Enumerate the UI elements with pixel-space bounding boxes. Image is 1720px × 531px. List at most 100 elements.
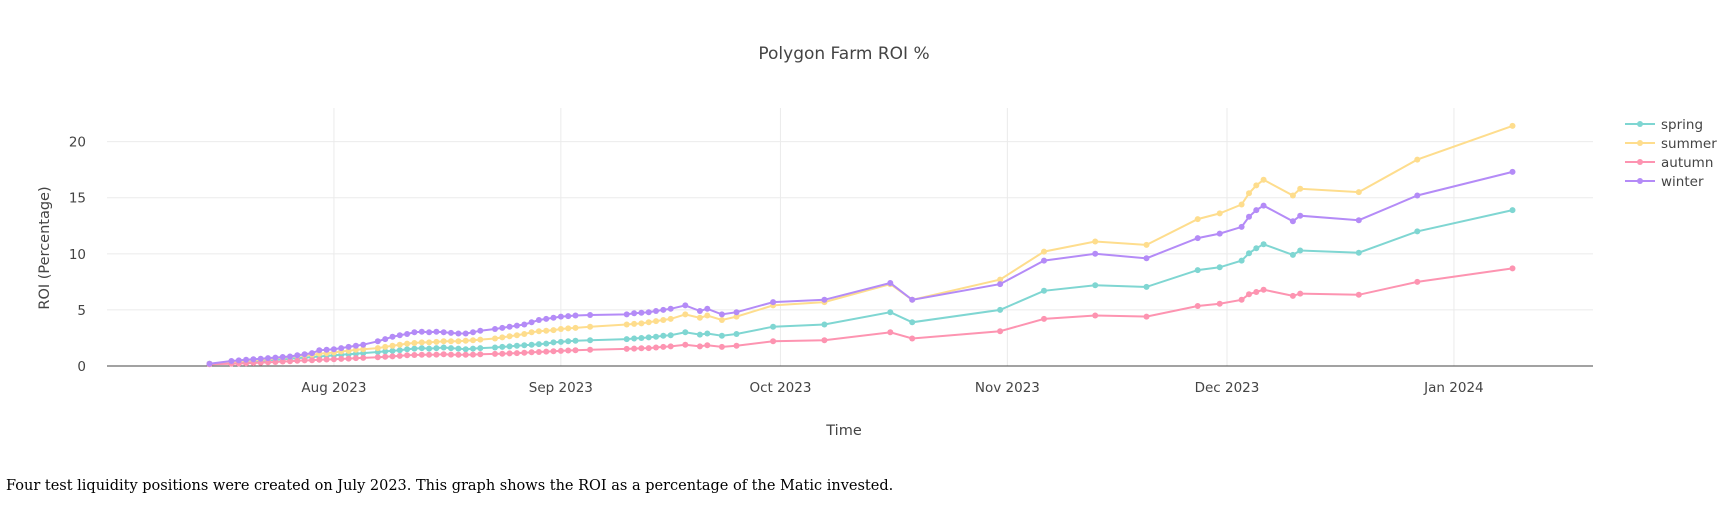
series-winter — [206, 168, 1516, 367]
data-point-autumn — [352, 355, 359, 362]
data-point-summer — [1238, 201, 1245, 208]
data-point-summer — [1289, 192, 1296, 199]
data-point-autumn — [294, 357, 301, 364]
legend-swatch-marker — [1637, 159, 1643, 165]
data-point-winter — [733, 309, 740, 316]
data-point-spring — [513, 342, 520, 349]
data-point-autumn — [733, 342, 740, 349]
caption: Four test liquidity positions were creat… — [6, 478, 894, 494]
x-tick-label: Aug 2023 — [301, 380, 366, 396]
data-point-summer — [440, 338, 447, 345]
data-point-winter — [557, 313, 564, 320]
data-point-winter — [338, 345, 345, 352]
data-point-autumn — [1509, 265, 1516, 272]
data-point-summer — [645, 319, 652, 326]
data-point-autumn — [323, 356, 330, 363]
data-point-autumn — [631, 345, 638, 352]
data-point-spring — [1253, 245, 1260, 252]
data-point-winter — [309, 350, 315, 357]
data-point-winter — [257, 355, 264, 362]
data-point-spring — [550, 339, 557, 346]
legend-item-winter[interactable]: winter — [1625, 174, 1704, 190]
data-point-winter — [455, 330, 462, 337]
data-point-autumn — [272, 359, 279, 365]
legend-item-summer[interactable]: summer — [1625, 136, 1717, 152]
data-point-winter — [1246, 213, 1252, 220]
data-point-autumn — [638, 345, 645, 352]
data-point-winter — [345, 343, 352, 350]
data-point-winter — [528, 319, 535, 326]
data-point-summer — [535, 328, 542, 335]
data-point-autumn — [667, 343, 674, 350]
data-point-spring — [506, 343, 513, 350]
legend-item-autumn[interactable]: autumn — [1625, 155, 1713, 171]
data-point-autumn — [418, 351, 425, 358]
data-point-summer — [426, 339, 433, 346]
data-point-summer — [528, 329, 535, 336]
x-tick-label: Sep 2023 — [529, 380, 593, 396]
data-point-autumn — [279, 358, 286, 365]
data-point-winter — [1041, 257, 1047, 264]
data-point-autumn — [433, 351, 440, 358]
data-point-autumn — [492, 350, 498, 357]
data-point-spring — [682, 329, 689, 336]
data-point-spring — [389, 347, 396, 354]
data-point-autumn — [1143, 313, 1150, 320]
data-point-winter — [653, 308, 659, 314]
data-point-spring — [448, 345, 454, 352]
data-point-spring — [557, 338, 564, 345]
data-point-autumn — [528, 349, 535, 356]
data-point-spring — [1194, 267, 1201, 274]
data-point-autumn — [1260, 286, 1267, 293]
data-point-autumn — [718, 343, 725, 350]
data-point-autumn — [513, 350, 520, 357]
data-point-summer — [557, 326, 564, 332]
data-point-spring — [418, 345, 425, 352]
data-point-spring — [645, 334, 652, 341]
data-point-winter — [631, 310, 638, 317]
data-point-winter — [265, 355, 271, 362]
data-point-winter — [411, 329, 418, 336]
data-point-winter — [272, 354, 279, 361]
data-point-winter — [645, 309, 652, 316]
data-point-winter — [433, 328, 440, 335]
data-point-summer — [1246, 190, 1252, 197]
data-point-autumn — [287, 358, 293, 365]
data-point-autumn — [1297, 290, 1304, 297]
data-point-summer — [638, 320, 645, 327]
data-point-autumn — [770, 338, 777, 345]
legend-swatch-marker — [1637, 121, 1643, 127]
data-point-winter — [470, 329, 476, 336]
data-point-autumn — [477, 351, 484, 358]
data-point-winter — [1297, 212, 1304, 219]
data-point-summer — [513, 332, 520, 339]
data-point-winter — [565, 313, 572, 320]
data-point-autumn — [455, 351, 462, 358]
data-point-autumn — [887, 329, 894, 336]
data-point-winter — [682, 302, 689, 309]
series-autumn — [206, 265, 1516, 368]
data-point-winter — [887, 280, 894, 286]
data-point-winter — [360, 341, 367, 348]
data-point-autumn — [557, 347, 564, 354]
data-point-winter — [997, 281, 1004, 288]
data-point-spring — [770, 323, 777, 330]
data-point-autumn — [316, 356, 323, 363]
legend-item-spring[interactable]: spring — [1625, 117, 1703, 133]
data-point-spring — [521, 342, 528, 349]
data-point-autumn — [550, 348, 557, 355]
data-point-summer — [1041, 248, 1047, 255]
data-point-autumn — [1253, 289, 1260, 295]
legend-label: autumn — [1661, 155, 1713, 171]
data-point-winter — [1289, 218, 1296, 225]
data-point-winter — [696, 308, 703, 314]
x-tick-label: Oct 2023 — [749, 380, 811, 396]
data-point-spring — [733, 331, 740, 337]
data-point-summer — [389, 342, 396, 349]
data-point-winter — [1253, 207, 1260, 214]
data-point-autumn — [411, 352, 418, 358]
y-tick-label: 10 — [69, 247, 86, 263]
data-point-summer — [418, 339, 425, 346]
data-point-spring — [704, 330, 711, 337]
